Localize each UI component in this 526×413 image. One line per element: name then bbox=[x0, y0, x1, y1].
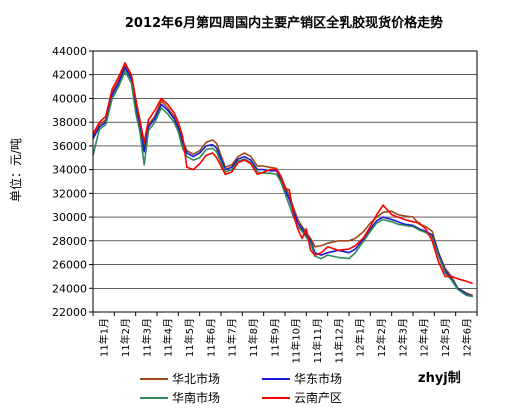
x-tick-label: 11年2月 bbox=[119, 318, 132, 357]
x-tick-label: 12年3月 bbox=[396, 318, 409, 357]
legend-label-2: 华东市场 bbox=[294, 371, 342, 386]
x-tick-label: 11年3月 bbox=[140, 318, 153, 357]
x-tick-label: 11年4月 bbox=[162, 318, 175, 357]
y-tick-label: 24000 bbox=[52, 282, 87, 295]
gridlines bbox=[93, 50, 477, 313]
x-tick-label: 11年10月 bbox=[290, 318, 303, 363]
watermark-text: zhyj制 bbox=[418, 370, 461, 386]
x-tick-label: 12年4月 bbox=[418, 318, 431, 357]
x-tick-label: 11年9月 bbox=[268, 318, 281, 357]
x-tick-label: 12年2月 bbox=[375, 318, 388, 357]
y-tick-label: 36000 bbox=[52, 140, 87, 153]
x-tick-label: 11年1月 bbox=[98, 318, 111, 357]
y-tick-label: 42000 bbox=[52, 69, 87, 82]
y-axis-ticks: 22000 24000 26000 28000 30000 32000 34000 36000… bbox=[52, 45, 93, 319]
chart-title: 2012年6月第四周国内主要产销区全乳胶现货价格走势 bbox=[125, 15, 443, 31]
x-tick-label: 11年11月 bbox=[311, 318, 324, 363]
series-line-4 bbox=[92, 62, 473, 285]
x-tick-label: 11年8月 bbox=[247, 318, 260, 357]
y-tick-label: 32000 bbox=[52, 187, 87, 200]
series-lines bbox=[92, 62, 473, 298]
y-tick-label: 44000 bbox=[52, 45, 87, 58]
plot-area-frame bbox=[92, 50, 478, 313]
y-axis-label: 单位：元/吨 bbox=[8, 138, 23, 202]
y-tick-label: 22000 bbox=[52, 306, 87, 319]
x-tick-label: 12年1月 bbox=[354, 318, 367, 357]
legend-label-3: 华南市场 bbox=[172, 390, 220, 405]
x-tick-label: 11年6月 bbox=[204, 318, 217, 357]
legend-label-1: 华北市场 bbox=[172, 371, 220, 386]
legend-label-4: 云南产区 bbox=[294, 390, 342, 405]
x-tick-label: 11年12月 bbox=[332, 318, 345, 363]
y-tick-label: 38000 bbox=[52, 116, 87, 129]
series-line-1 bbox=[92, 64, 473, 297]
y-tick-label: 34000 bbox=[52, 164, 87, 177]
x-tick-label: 11年7月 bbox=[226, 318, 239, 357]
x-axis-ticks: 11年1月 11年2月 11年3月 11年4月 11年5月 11年6月 11年7月 11年8月… bbox=[92, 312, 478, 363]
x-tick-label: 11年5月 bbox=[183, 318, 196, 357]
x-tick-label: 12年6月 bbox=[460, 318, 473, 357]
series-line-2 bbox=[92, 66, 473, 298]
y-tick-label: 30000 bbox=[52, 211, 87, 224]
y-tick-label: 40000 bbox=[52, 92, 87, 105]
x-tick-label: 12年5月 bbox=[439, 318, 452, 357]
series-line-3 bbox=[92, 70, 473, 298]
y-tick-label: 28000 bbox=[52, 235, 87, 248]
y-tick-label: 26000 bbox=[52, 259, 87, 272]
